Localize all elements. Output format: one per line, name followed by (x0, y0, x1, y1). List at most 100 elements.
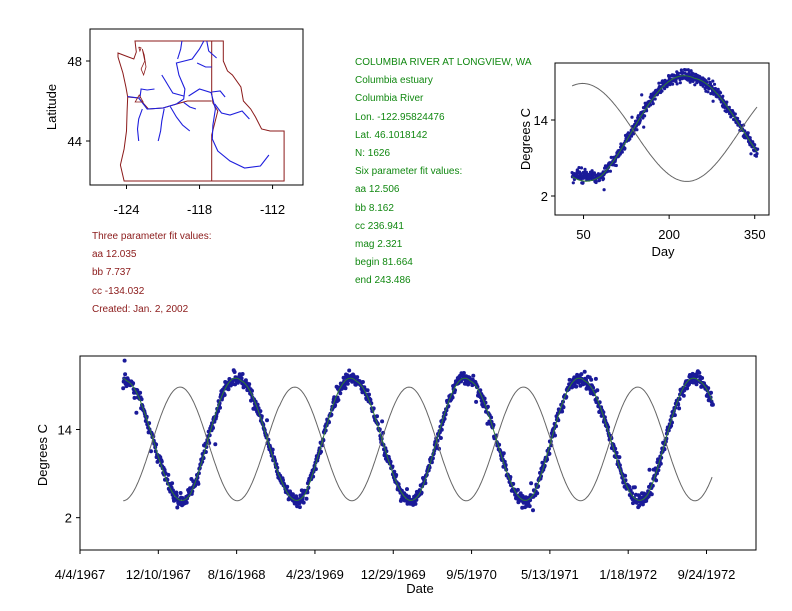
timeseries-obs-point (572, 375, 577, 380)
seasonal-obs-point (614, 163, 618, 168)
seasonal-obs-point (721, 94, 725, 98)
map-x-tick-label: -124 (113, 202, 139, 217)
timeseries-obs-point (175, 505, 180, 510)
timeseries-obs-point (637, 503, 642, 508)
seasonal-obs-point (606, 169, 610, 173)
seasonal-obs-point (725, 100, 729, 104)
pend-oreille-river-line (206, 40, 217, 59)
seasonal-x-tick-label: 200 (658, 227, 680, 242)
timeseries-obs-point (355, 375, 360, 380)
puget-sound-outline (140, 48, 147, 77)
seasonal-obs-point (657, 81, 661, 85)
seasonal-obs-point (663, 87, 667, 91)
timeseries-x-tick-label: 9/5/1970 (446, 567, 497, 582)
timeseries-x-tick-label: 12/10/1967 (126, 567, 191, 582)
timeseries-obs-point (485, 404, 490, 409)
map-ticks: -124 -118 -112 44 48 (68, 54, 286, 217)
seasonal-chart: 50 200 350 2 14 Day Degrees C (518, 62, 770, 259)
timeseries-obs-point (122, 358, 127, 363)
seasonal-obs-point (608, 169, 613, 173)
timeseries-obs-point (709, 390, 713, 395)
timeseries-six-param-fit (122, 377, 713, 501)
timeseries-obs-point (658, 461, 663, 466)
seasonal-obs-point (584, 170, 589, 174)
seasonal-obs-point (753, 143, 757, 147)
timeseries-obs-point (394, 473, 399, 477)
timeseries-obs-point (700, 376, 705, 380)
seasonal-obs-point (705, 80, 709, 84)
timeseries-obs-point (138, 390, 143, 395)
seasonal-obs-point (733, 112, 737, 116)
seasonal-obs-point (583, 167, 587, 171)
seasonal-y-tick-label: 14 (534, 113, 548, 128)
timeseries-obs-point (501, 451, 506, 456)
seasonal-obs-point (653, 97, 657, 101)
seasonal-obs-point (756, 147, 760, 151)
map-panel: -124 -118 -112 44 48 Latitude (44, 28, 304, 217)
timeseries-chart: 4/4/1967 12/10/1967 8/16/1968 4/23/1969 12/2… (35, 355, 757, 596)
seasonal-obs-point (635, 128, 639, 132)
seasonal-obs-point (628, 137, 632, 141)
timeseries-obs-point (134, 410, 139, 415)
timeseries-obs-point (677, 406, 682, 411)
seasonal-six-param-fit (571, 75, 758, 182)
timeseries-obs-point (560, 409, 565, 414)
timeseries-obs-point (547, 451, 552, 456)
timeseries-obs-point (535, 491, 540, 496)
seasonal-obs-point (712, 82, 717, 86)
site-lon: Lon. -122.95824476 (355, 111, 445, 123)
seasonal-obs-point (689, 69, 693, 73)
san-juan-islands (138, 46, 142, 53)
timeseries-obs-point (681, 393, 686, 398)
timeseries-obs-point (345, 381, 350, 386)
seasonal-obs-point (686, 68, 690, 72)
six-param-header: Six parameter fit values: (355, 166, 463, 178)
seasonal-obs-point (579, 166, 584, 170)
timeseries-obs-point (632, 485, 637, 490)
timeseries-obs-point (239, 376, 244, 381)
seasonal-obs-point (711, 99, 715, 103)
timeseries-obs-point (222, 393, 227, 397)
site-river: Columbia River (355, 93, 424, 105)
seasonal-obs-point (718, 91, 723, 95)
timeseries-obs-point (333, 403, 338, 408)
state-boundary-outline (117, 40, 285, 182)
timeseries-obs-point (131, 381, 136, 386)
seasonal-obs-point (620, 150, 624, 154)
seasonal-obs-point (691, 79, 695, 83)
timeseries-obs-point (149, 449, 153, 454)
map-layer (117, 40, 285, 182)
seasonal-obs-point (736, 116, 740, 121)
seasonal-obs-point (671, 82, 675, 86)
umatilla-river-line (183, 101, 197, 110)
seasonal-obs-point (645, 109, 649, 113)
six-param-cc: cc 236.941 (355, 220, 404, 232)
timeseries-obs-point (139, 397, 144, 402)
timeseries-obs-point (343, 386, 348, 391)
three-param-aa: aa 12.035 (92, 249, 137, 261)
timeseries-obs-point (367, 392, 371, 397)
six-param-aa: aa 12.506 (355, 184, 400, 196)
seasonal-obs-point (618, 152, 622, 156)
map-y-tick-label: 48 (68, 54, 82, 69)
timeseries-obs-point (265, 418, 269, 423)
timeseries-obs-point (162, 467, 167, 472)
seasonal-obs-point (708, 82, 713, 86)
timeseries-x-axis-label: Date (406, 581, 433, 596)
seasonal-obs-point (738, 120, 742, 124)
seasonal-obs-point (643, 114, 647, 118)
timeseries-obs-point (595, 388, 600, 393)
map-y-tick-label: 44 (68, 134, 82, 149)
timeseries-obs-point (166, 472, 171, 477)
site-n: N: 1626 (355, 148, 391, 160)
site-area: Columbia estuary (355, 75, 433, 87)
timeseries-obs-point (466, 382, 471, 387)
seasonal-obs-point (591, 176, 595, 180)
timeseries-obs-point (390, 464, 395, 469)
timeseries-obs-point (392, 469, 397, 474)
seasonal-obs-point (597, 178, 602, 182)
timeseries-obs-point (695, 374, 699, 379)
timeseries-obs-point (529, 481, 534, 486)
timeseries-obs-point (471, 373, 476, 378)
